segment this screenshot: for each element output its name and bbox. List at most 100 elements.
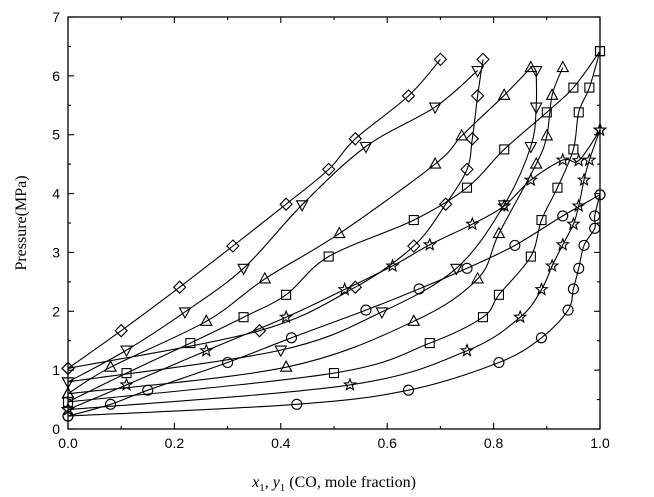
- data-point-diamond: [172, 280, 187, 294]
- data-point-circle: [413, 283, 425, 295]
- data-point-triangle-up: [199, 314, 213, 326]
- data-point-circle: [402, 384, 415, 396]
- dew-curve-triangle-down: [67, 70, 538, 383]
- data-point-triangle-down: [428, 102, 442, 115]
- data-point-triangle-up: [529, 156, 543, 169]
- data-point-square: [525, 251, 536, 262]
- data-point-diamond: [407, 239, 421, 253]
- data-point-star: [278, 309, 294, 324]
- data-point-triangle-up: [104, 360, 118, 372]
- data-point-triangle-up: [407, 314, 421, 326]
- data-point-triangle-up: [258, 271, 272, 284]
- data-point-triangle-down: [359, 141, 373, 154]
- data-point-circle: [562, 304, 574, 316]
- data-point-triangle-up: [524, 60, 538, 73]
- data-point-square: [281, 289, 292, 300]
- data-point-triangle-down: [524, 141, 538, 154]
- x-axis-title-sep: ,: [265, 474, 273, 491]
- data-point-star: [571, 153, 586, 167]
- data-point-circle: [285, 332, 297, 344]
- data-point-square: [568, 82, 579, 93]
- data-point-star: [385, 258, 400, 273]
- x-tick-label: 0.2: [165, 435, 185, 451]
- data-point-square: [499, 144, 510, 155]
- data-point-circle: [578, 239, 590, 251]
- bubble-curve-triangle-down: [67, 70, 478, 383]
- data-point-star: [342, 377, 358, 391]
- data-point-diamond: [476, 52, 490, 67]
- data-point-star: [576, 172, 592, 187]
- data-point-triangle-up: [279, 360, 293, 372]
- data-point-diamond: [61, 361, 75, 376]
- x-tick-label: 1.0: [590, 435, 610, 451]
- data-point-diamond: [465, 132, 480, 146]
- dew-curve-square: [67, 50, 601, 403]
- data-point-star: [513, 309, 528, 324]
- data-point-circle: [493, 356, 505, 369]
- x-axis-ticks: 0.0 0.2 0.4 0.6 0.8 1.0: [58, 17, 610, 451]
- data-point-circle: [360, 304, 372, 316]
- bubble-curve-star: [67, 129, 601, 411]
- y-tick-label: 4: [52, 186, 60, 202]
- data-point-square: [461, 182, 473, 193]
- data-point-diamond: [433, 52, 448, 67]
- data-point-circle: [509, 239, 521, 251]
- data-point-triangle-up: [471, 271, 485, 284]
- data-point-star: [544, 258, 560, 273]
- data-point-triangle-up: [455, 128, 469, 141]
- data-point-triangle-down: [274, 345, 288, 358]
- data-point-square: [238, 312, 249, 323]
- x-axis-title-y-sub: 1: [280, 482, 286, 494]
- bubble-curve-diamond: [67, 59, 441, 369]
- data-point-circle: [594, 189, 606, 201]
- data-point-diamond: [114, 323, 128, 338]
- y-axis-title: Pressure(MPa): [13, 175, 30, 270]
- data-point-square: [584, 82, 595, 93]
- data-point-star: [422, 237, 437, 251]
- data-point-square: [541, 107, 552, 118]
- data-point-star: [523, 172, 538, 187]
- data-point-square: [568, 144, 579, 155]
- data-point-star: [465, 216, 480, 231]
- data-point-triangle-down: [471, 66, 485, 78]
- data-point-star: [497, 198, 512, 213]
- data-point-square: [477, 312, 489, 323]
- data-point-star: [571, 198, 586, 213]
- data-point-circle: [461, 262, 473, 274]
- data-point-circle: [105, 398, 117, 410]
- data-point-circle: [222, 356, 234, 369]
- x-axis-title-x-sub: 1: [259, 482, 265, 494]
- data-point-circle: [291, 398, 303, 410]
- data-point-triangle-up: [556, 60, 570, 73]
- data-point-circle: [535, 332, 548, 344]
- data-point-triangle-down: [529, 102, 543, 115]
- x-tick-label: 0.8: [484, 435, 504, 451]
- data-point-circle: [142, 384, 154, 396]
- y-tick-label: 6: [52, 68, 60, 84]
- data-point-diamond: [226, 239, 240, 253]
- data-point-triangle-up: [428, 156, 442, 169]
- data-point-diamond: [470, 89, 485, 103]
- dew-curve-diamond: [67, 59, 484, 369]
- data-point-diamond: [401, 89, 416, 103]
- data-point-circle: [573, 262, 585, 274]
- data-point-square: [323, 251, 334, 262]
- y-tick-label: 2: [52, 303, 60, 319]
- data-point-diamond: [252, 323, 267, 338]
- bubble-curve-square: [67, 50, 601, 403]
- x-tick-label: 0.4: [271, 435, 291, 451]
- data-point-star: [592, 122, 608, 137]
- y-tick-label: 0: [52, 421, 60, 437]
- data-point-square: [408, 215, 419, 226]
- data-point-triangle-down: [120, 345, 133, 358]
- data-point-triangle-up: [492, 226, 506, 239]
- data-point-star: [534, 281, 549, 296]
- data-point-circle: [589, 222, 601, 234]
- data-point-star: [337, 281, 352, 296]
- dew-curve-circle: [67, 194, 601, 417]
- data-point-diamond: [321, 162, 336, 177]
- data-point-square: [552, 182, 563, 193]
- data-point-triangle-up: [497, 88, 511, 100]
